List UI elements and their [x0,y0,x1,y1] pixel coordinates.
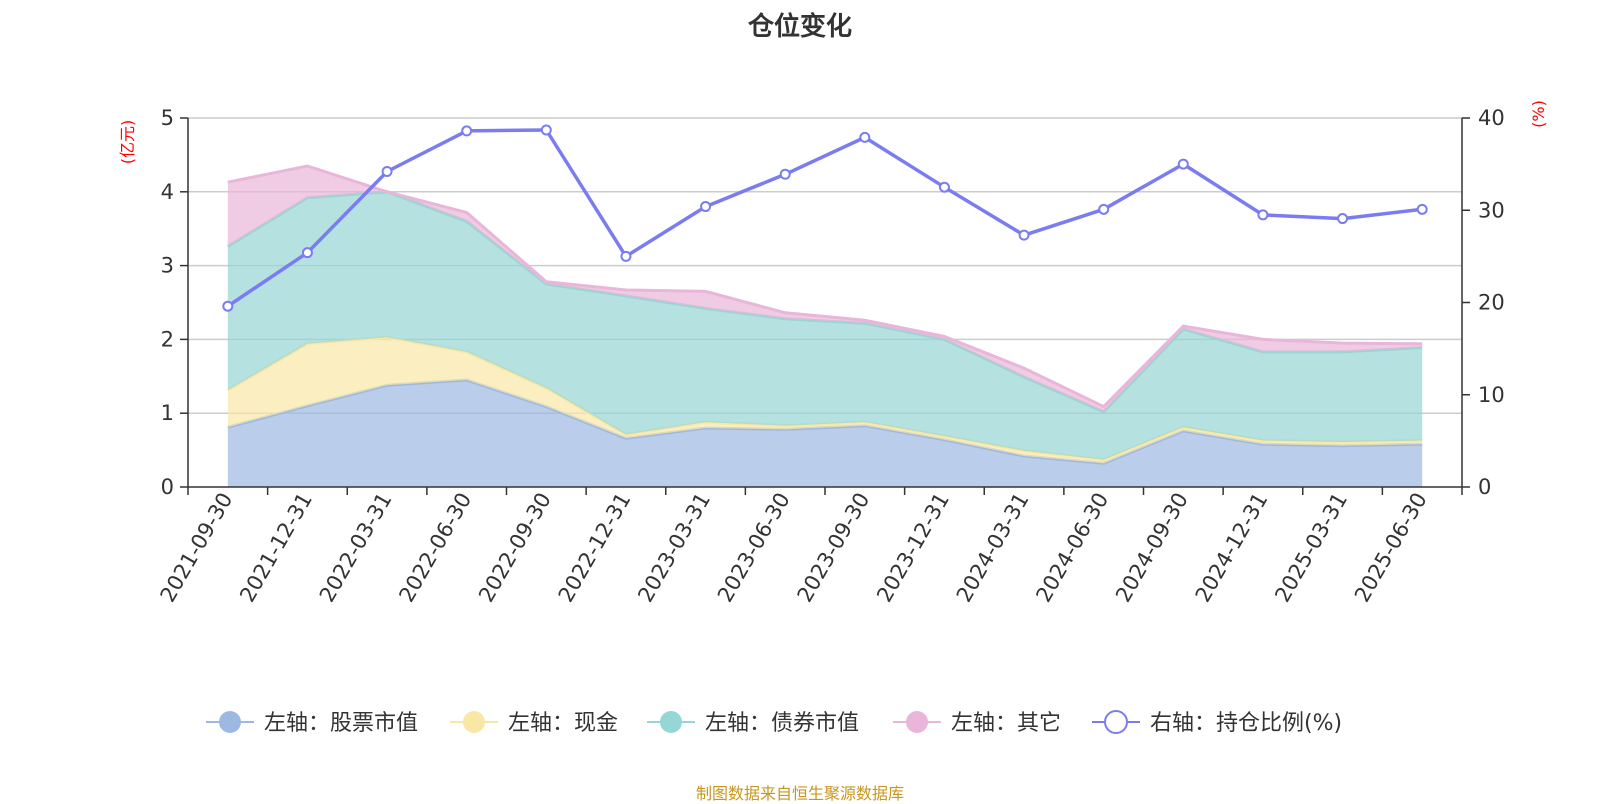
ratio-point [1177,158,1189,170]
ratio-point [1337,213,1349,225]
x-tick-label: 2021-12-31 [235,489,317,607]
area-左轴：股票市值 [227,380,1423,487]
legend-label: 左轴：现金 [508,711,618,736]
ratio-point [620,250,632,262]
right-axis-unit: (%) [1529,100,1548,128]
right-tick-label: 40 [1478,106,1505,130]
ratio-point [1416,203,1428,215]
legend-label: 左轴：股票市值 [264,711,418,736]
left-tick-label: 1 [161,401,174,425]
legend-marker [219,711,241,733]
ratio-point [540,124,552,136]
ratio-point [859,131,871,143]
x-tick-label: 2025-06-30 [1350,489,1432,607]
legend-label: 左轴：其它 [951,711,1061,736]
legend-item[interactable]: 左轴：其它 [893,711,1061,736]
area-左轴：现金 [227,337,1423,464]
legend-label: 右轴：持仓比例(%) [1150,711,1342,736]
x-tick-label: 2025-03-31 [1270,489,1352,607]
x-tick-label: 2022-06-30 [394,489,476,607]
source-note: 制图数据来自恒生聚源数据库 [695,784,904,803]
ratio-line [222,124,1428,312]
left-tick-label: 2 [161,327,174,351]
area-左轴：其它 [227,166,1423,412]
ratio-point [700,201,712,213]
legend-label: 左轴：债券市值 [705,711,859,736]
x-tick-label: 2022-12-31 [554,489,636,607]
right-tick-label: 20 [1478,291,1505,315]
ratio-line-path [226,128,1423,308]
left-axis-unit: (亿元) [118,120,137,165]
x-tick-label: 2024-03-31 [952,489,1034,607]
ratio-point [301,247,313,259]
legend[interactable]: 左轴：股票市值 左轴：现金 左轴：债券市值 左轴：其它 右轴：持仓比例(%) [206,710,1342,736]
ratio-point [461,125,473,137]
ratio-point [1257,209,1269,221]
legend-item[interactable]: 右轴：持仓比例(%) [1092,710,1342,736]
x-tick-label: 2024-06-30 [1031,489,1113,607]
ratio-point [1098,203,1110,215]
legend-item[interactable]: 左轴：股票市值 [206,711,418,736]
stacked-areas [227,164,1423,487]
right-tick-label: 30 [1478,198,1505,222]
left-tick-label: 3 [161,254,174,278]
ratio-point [779,168,791,180]
x-tick-label: 2021-09-30 [156,489,238,607]
legend-item[interactable]: 左轴：现金 [450,711,618,736]
left-tick-label: 5 [161,106,174,130]
legend-marker [660,711,682,733]
legend-marker [906,711,928,733]
x-tick-label: 2023-06-30 [713,489,795,607]
ratio-point [381,166,393,178]
x-tick-label: 2023-12-31 [872,489,954,607]
x-tick-label: 2024-12-31 [1191,489,1273,607]
x-tick-label: 2023-03-31 [633,489,715,607]
x-tick-label: 2023-09-30 [793,489,875,607]
x-tick-label: 2024-09-30 [1111,489,1193,607]
chart-title: 仓位变化 [747,12,852,42]
left-tick-label: 0 [161,475,174,499]
x-tick-label: 2022-09-30 [474,489,556,607]
ratio-point [938,181,950,193]
x-tick-label: 2022-03-31 [315,489,397,607]
right-tick-label: 10 [1478,383,1505,407]
legend-marker [463,711,485,733]
left-tick-label: 4 [161,180,174,204]
legend-marker [1104,710,1128,734]
legend-item[interactable]: 左轴：债券市值 [647,711,859,736]
area-edge-左轴：其它 [227,164,1423,409]
ratio-point [222,300,234,312]
right-tick-label: 0 [1478,475,1491,499]
ratio-point [1018,229,1030,241]
